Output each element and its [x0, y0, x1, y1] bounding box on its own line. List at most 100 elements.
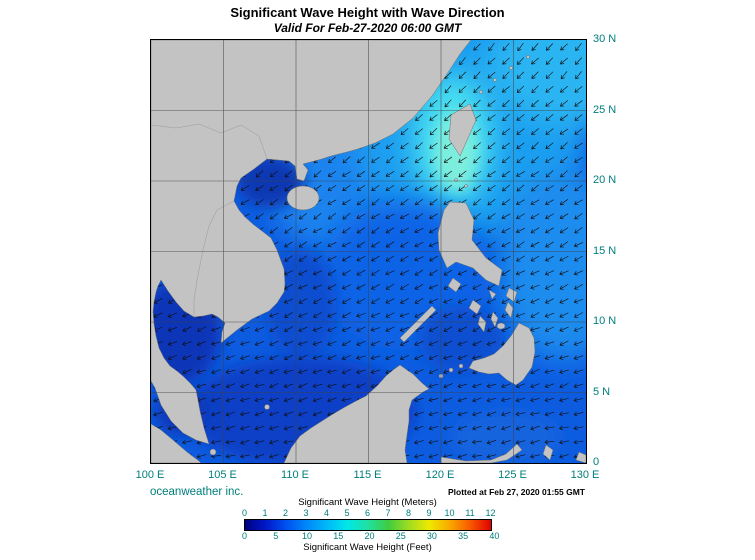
chart-header: Significant Wave Height with Wave Direct…: [150, 5, 585, 35]
wave-arrow: [196, 454, 207, 459]
wave-arrow: [473, 57, 481, 65]
lat-tick-label: 20 N: [593, 174, 617, 186]
land-sumatra: [151, 423, 202, 463]
wave-arrow: [458, 71, 467, 79]
wave-arrow: [515, 411, 526, 417]
wave-arrow: [545, 114, 554, 121]
wave-arrow: [443, 156, 453, 163]
lat-tick-label: 25 N: [593, 103, 617, 116]
wave-arrow: [559, 298, 569, 304]
wave-arrow: [574, 312, 583, 318]
lat-tick-label: 0: [593, 456, 600, 468]
wave-arrow: [269, 440, 279, 445]
wave-arrow: [225, 397, 236, 403]
wave-arrow: [487, 185, 496, 191]
wave-arrow: [429, 114, 438, 121]
wave-arrow: [487, 71, 496, 79]
meters-tick-label: 3: [303, 508, 309, 518]
wave-arrow: [443, 355, 453, 360]
wave-arrow: [531, 114, 539, 121]
wave-arrow: [472, 340, 482, 346]
wave-arrow: [211, 439, 221, 445]
wave-arrow: [487, 198, 496, 206]
wave-arrow: [196, 355, 207, 360]
wave-arrow: [240, 439, 250, 445]
wave-arrow: [283, 397, 294, 403]
wave-arrow: [530, 284, 540, 290]
wave-arrow: [501, 269, 511, 276]
wave-arrow: [486, 341, 497, 346]
meters-tick-label: 4: [323, 508, 330, 518]
wave-arrow: [342, 156, 351, 164]
wave-arrow: [573, 355, 584, 360]
wave-arrow: [254, 454, 265, 459]
wave-arrow: [501, 170, 511, 177]
wave-arrow: [254, 397, 265, 403]
wave-arrow: [400, 270, 409, 276]
wave-arrow: [196, 383, 207, 389]
wave-arrow: [502, 57, 510, 65]
wave-arrow: [414, 185, 424, 191]
wave-arrow: [298, 284, 308, 290]
wave-arrow: [327, 354, 337, 361]
wave-arrow: [284, 255, 293, 262]
meters-tick-label: 6: [364, 508, 371, 518]
wave-arrow: [298, 326, 308, 332]
wave-arrow: [530, 199, 540, 205]
wave-arrow: [371, 213, 380, 220]
wave-arrow: [516, 199, 525, 206]
wave-arrow: [269, 227, 279, 234]
wave-arrow: [516, 241, 525, 248]
wave-arrow: [399, 354, 410, 361]
lon-axis: 100 E 105 E 110 E 115 E 120 E 125 E 130 E: [136, 469, 600, 483]
wave-arrow: [559, 213, 569, 220]
wave-arrow: [516, 184, 525, 192]
wave-arrow: [516, 114, 525, 121]
wave-arrow: [284, 284, 293, 290]
wave-arrow: [371, 269, 380, 276]
wave-arrow: [298, 369, 308, 375]
wave-arrow: [429, 142, 438, 149]
wave-arrow: [574, 157, 583, 163]
wave-arrow: [515, 313, 526, 318]
wave-arrow: [356, 185, 366, 191]
wave-arrow: [559, 241, 569, 248]
wave-arrow: [240, 199, 250, 206]
wave-arrow: [284, 326, 293, 332]
wave-arrow: [167, 341, 178, 346]
wave-arrow: [574, 170, 583, 178]
land-negros: [477, 315, 487, 333]
wave-arrow: [313, 228, 322, 234]
wave-arrow: [530, 213, 540, 220]
wave-arrow: [559, 270, 569, 276]
wave-arrow: [400, 142, 409, 149]
wave-arrow: [560, 142, 568, 150]
wave-arrow: [428, 284, 439, 290]
wave-arrow: [167, 425, 178, 431]
wave-arrow: [327, 242, 337, 248]
feet-tick-label: 15: [333, 531, 344, 541]
wave-arrow: [574, 128, 583, 135]
wave-arrow: [502, 99, 510, 107]
wave-arrow: [444, 99, 452, 108]
wave-arrow: [414, 454, 424, 459]
wave-arrow: [400, 298, 409, 304]
wave-arrow: [544, 270, 555, 276]
wave-arrow: [429, 255, 438, 262]
wave-arrow: [428, 411, 439, 417]
land-samar: [505, 287, 518, 303]
wave-arrow: [327, 199, 337, 205]
wave-arrow: [400, 227, 409, 234]
wave-arrow: [254, 369, 265, 375]
feet-tick-label: 10: [301, 531, 312, 541]
wave-arrow: [559, 397, 569, 403]
wave-arrow: [429, 227, 438, 234]
wave-arrow: [428, 439, 439, 445]
wave-arrow: [530, 241, 540, 248]
wave-arrow: [516, 255, 525, 262]
wave-arrow: [182, 369, 192, 375]
wave-arrow: [574, 227, 583, 234]
wave-arrow: [211, 397, 221, 403]
wave-arrow: [545, 128, 554, 135]
wave-arrow: [414, 213, 424, 220]
